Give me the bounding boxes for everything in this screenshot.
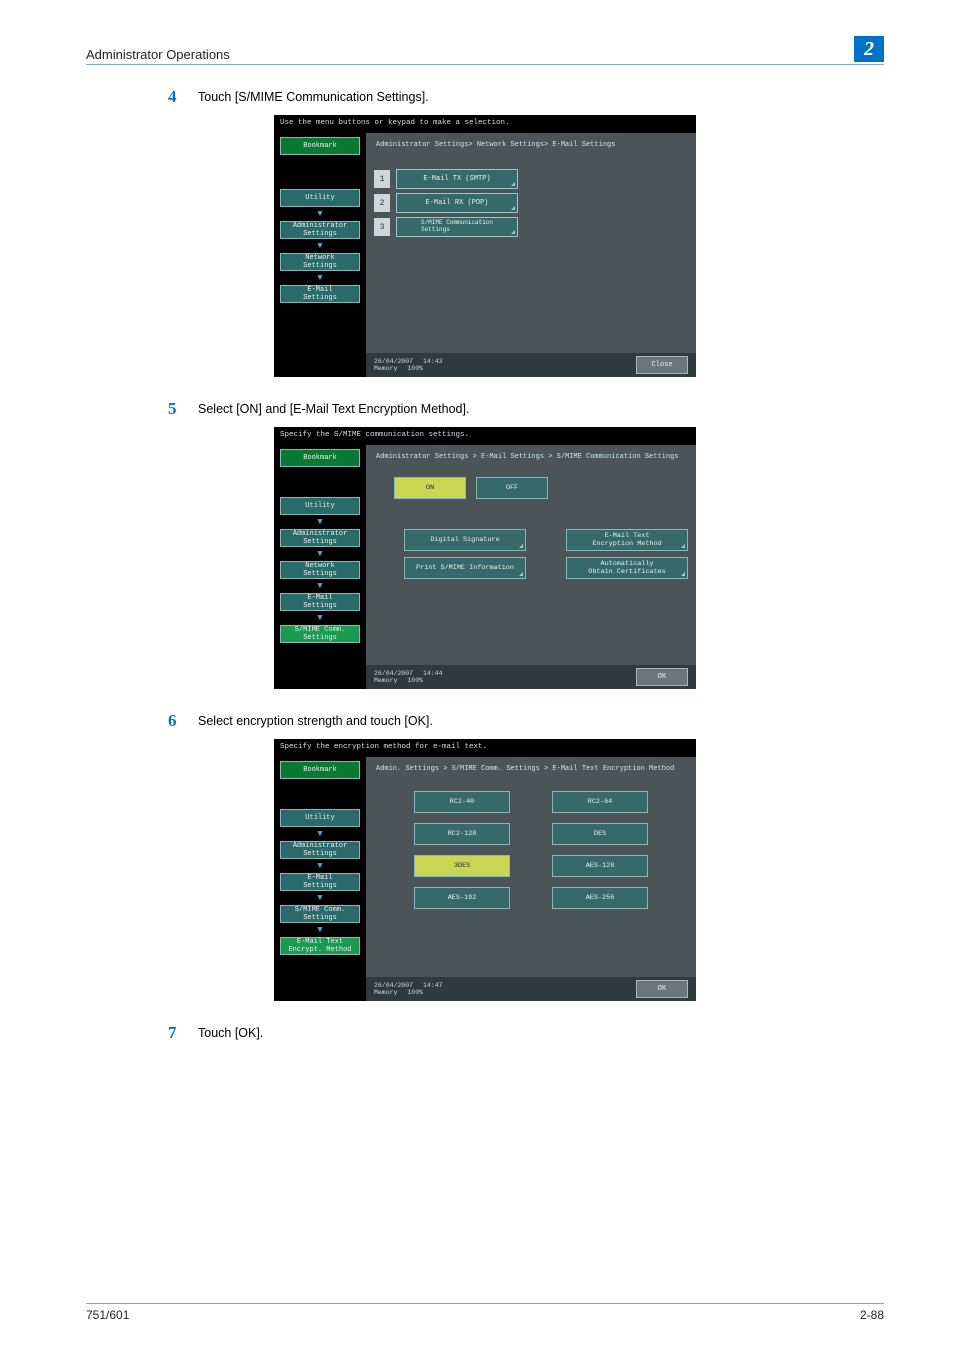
- step-number: 6: [168, 711, 198, 731]
- menu-number: 1: [374, 170, 390, 188]
- status-bar: 26/04/200714:47 Memory100% OK: [366, 977, 696, 1001]
- arrow-down-icon: ▼: [280, 863, 360, 869]
- encryption-grid: RC2-40 RC2-64 RC2-128 DES 3DES AES-128 AES-192…: [374, 783, 688, 909]
- sidebar-utility[interactable]: Utility: [280, 809, 360, 827]
- arrow-down-icon: ▼: [280, 211, 360, 217]
- sidebar-utility[interactable]: Utility: [280, 189, 360, 207]
- bookmark-button[interactable]: Bookmark: [280, 137, 360, 155]
- step-number: 7: [168, 1023, 198, 1043]
- menu-item-smime[interactable]: 3 S/MIME Communication Settings: [374, 217, 688, 237]
- auto-obtain-cert-button[interactable]: Automatically Obtain Certificates: [566, 557, 688, 579]
- page-footer: 751/601 2-88: [86, 1303, 884, 1322]
- cipher-aes-128[interactable]: AES-128: [552, 855, 648, 877]
- encryption-method-button[interactable]: E-Mail Text Encryption Method: [566, 529, 688, 551]
- step-5: 5 Select [ON] and [E-Mail Text Encryptio…: [168, 399, 884, 419]
- menu-item-pop[interactable]: 2 E-Mail RX (POP): [374, 193, 688, 213]
- bookmark-button[interactable]: Bookmark: [280, 449, 360, 467]
- bookmark-button[interactable]: Bookmark: [280, 761, 360, 779]
- sidebar-email[interactable]: E-Mail Settings: [280, 285, 360, 303]
- sidebar: Bookmark Utility ▼ Administrator Setting…: [274, 115, 366, 377]
- sidebar-email[interactable]: E-Mail Settings: [280, 593, 360, 611]
- breadcrumb: Administrator Settings> Network Settings…: [374, 137, 688, 159]
- step-6: 6 Select encryption strength and touch […: [168, 711, 884, 731]
- menu-list: 1 E-Mail TX (SMTP) 2 E-Mail RX (POP) 3 S…: [374, 159, 688, 237]
- main-panel: Administrator Settings> Network Settings…: [366, 133, 696, 377]
- arrow-down-icon: ▼: [280, 895, 360, 901]
- arrow-down-icon: ▼: [280, 275, 360, 281]
- menu-item-smtp[interactable]: 1 E-Mail TX (SMTP): [374, 169, 688, 189]
- status-info: 26/04/200714:47 Memory100%: [374, 982, 443, 997]
- step-number: 4: [168, 87, 198, 107]
- print-smime-button[interactable]: Print S/MIME Information: [404, 557, 526, 579]
- on-off-row: ON OFF: [374, 477, 688, 499]
- sidebar-smime[interactable]: S/MIME Comm. Settings: [280, 905, 360, 923]
- menu-label: E-Mail TX (SMTP): [396, 169, 518, 189]
- cipher-des[interactable]: DES: [552, 823, 648, 845]
- cipher-aes-256[interactable]: AES-256: [552, 887, 648, 909]
- status-bar: 26/04/200714:44 Memory100% OK: [366, 665, 696, 689]
- breadcrumb: Administrator Settings > E-Mail Settings…: [374, 449, 688, 471]
- sidebar: Bookmark Utility ▼ Administrator Setting…: [274, 427, 366, 689]
- status-bar: 26/04/200714:43 Memory100% Close: [366, 353, 696, 377]
- arrow-down-icon: ▼: [280, 615, 360, 621]
- cipher-rc2-64[interactable]: RC2-64: [552, 791, 648, 813]
- sidebar-admin[interactable]: Administrator Settings: [280, 841, 360, 859]
- options-row-1: Digital Signature E-Mail Text Encryption…: [374, 529, 688, 551]
- main-panel: Administrator Settings > E-Mail Settings…: [366, 445, 696, 689]
- menu-number: 2: [374, 194, 390, 212]
- step-text: Touch [S/MIME Communication Settings].: [198, 87, 429, 104]
- page-header: Administrator Operations 2: [86, 36, 884, 65]
- sidebar-admin[interactable]: Administrator Settings: [280, 221, 360, 239]
- cipher-rc2-40[interactable]: RC2-40: [414, 791, 510, 813]
- ok-button[interactable]: OK: [636, 980, 688, 998]
- step-number: 5: [168, 399, 198, 419]
- arrow-down-icon: ▼: [280, 551, 360, 557]
- sidebar-smime[interactable]: S/MIME Comm. Settings: [280, 625, 360, 643]
- menu-number: 3: [374, 218, 390, 236]
- sidebar-email[interactable]: E-Mail Settings: [280, 873, 360, 891]
- screenshot-1: Use the menu buttons or keypad to make a…: [274, 115, 696, 377]
- step-text: Touch [OK].: [198, 1023, 263, 1040]
- menu-label: E-Mail RX (POP): [396, 193, 518, 213]
- screenshot-3: Specify the encryption method for e-mail…: [274, 739, 696, 1001]
- chapter-badge: 2: [854, 36, 884, 62]
- options-row-2: Print S/MIME Information Automatically O…: [374, 557, 688, 579]
- arrow-down-icon: ▼: [280, 927, 360, 933]
- sidebar-network[interactable]: Network Settings: [280, 253, 360, 271]
- sidebar: Bookmark Utility ▼ Administrator Setting…: [274, 739, 366, 1001]
- ok-button[interactable]: OK: [636, 668, 688, 686]
- main-panel: Admin. Settings > S/MIME Comm. Settings …: [366, 757, 696, 1001]
- menu-label: S/MIME Communication Settings: [396, 217, 518, 237]
- close-button[interactable]: Close: [636, 356, 688, 374]
- screenshot-2: Specify the S/MIME communication setting…: [274, 427, 696, 689]
- digital-signature-button[interactable]: Digital Signature: [404, 529, 526, 551]
- step-text: Select [ON] and [E-Mail Text Encryption …: [198, 399, 469, 416]
- arrow-down-icon: ▼: [280, 243, 360, 249]
- header-title: Administrator Operations: [86, 47, 230, 62]
- status-info: 26/04/200714:43 Memory100%: [374, 358, 443, 373]
- arrow-down-icon: ▼: [280, 583, 360, 589]
- step-7: 7 Touch [OK].: [168, 1023, 884, 1043]
- footer-left: 751/601: [86, 1308, 129, 1322]
- arrow-down-icon: ▼: [280, 831, 360, 837]
- off-button[interactable]: OFF: [476, 477, 548, 499]
- sidebar-encrypt-method[interactable]: E-Mail Text Encrypt. Method: [280, 937, 360, 955]
- breadcrumb: Admin. Settings > S/MIME Comm. Settings …: [374, 761, 688, 783]
- step-text: Select encryption strength and touch [OK…: [198, 711, 433, 728]
- status-info: 26/04/200714:44 Memory100%: [374, 670, 443, 685]
- sidebar-admin[interactable]: Administrator Settings: [280, 529, 360, 547]
- on-button[interactable]: ON: [394, 477, 466, 499]
- sidebar-utility[interactable]: Utility: [280, 497, 360, 515]
- cipher-3des[interactable]: 3DES: [414, 855, 510, 877]
- cipher-aes-192[interactable]: AES-192: [414, 887, 510, 909]
- arrow-down-icon: ▼: [280, 519, 360, 525]
- step-4: 4 Touch [S/MIME Communication Settings].: [168, 87, 884, 107]
- sidebar-network[interactable]: Network Settings: [280, 561, 360, 579]
- cipher-rc2-128[interactable]: RC2-128: [414, 823, 510, 845]
- footer-right: 2-88: [860, 1308, 884, 1322]
